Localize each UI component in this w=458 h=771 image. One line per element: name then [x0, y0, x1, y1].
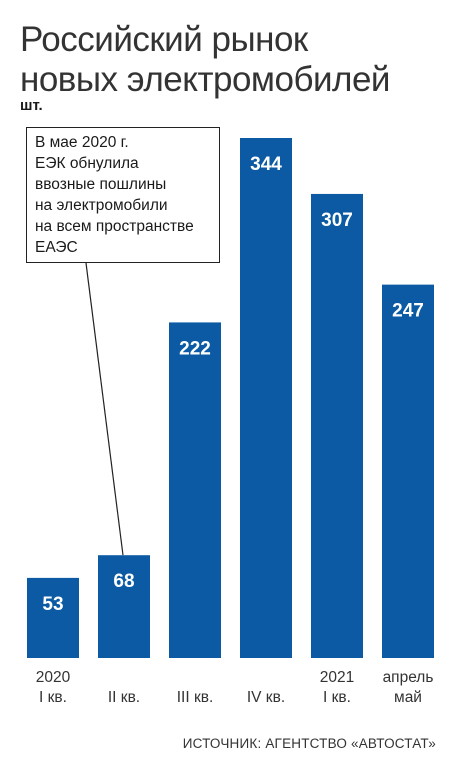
bar-value-label: 222: [179, 338, 211, 359]
annotation-line: ЕАЭС: [35, 239, 78, 256]
bar-value-label: 344: [250, 154, 282, 175]
bar-value-label: 53: [42, 594, 63, 615]
annotation-line: на всем пространстве: [35, 218, 194, 235]
annotation-leader-line: [85, 262, 124, 556]
category-label: IV кв.: [247, 689, 285, 706]
bar: [98, 555, 150, 658]
category-label: II кв.: [108, 689, 140, 706]
category-label: май: [394, 689, 422, 706]
bar: [169, 322, 221, 658]
annotation-box: В мае 2020 г. ЕЭК обнулила ввозные пошли…: [26, 127, 220, 263]
bar-value-label: 247: [392, 301, 424, 322]
bar: [382, 284, 434, 658]
annotation-line: ЕЭК обнулила: [35, 155, 139, 172]
chart-title-line2: новых электромобилей: [20, 60, 390, 99]
annotation-line: на электромобили: [35, 197, 168, 214]
category-label: апрель: [383, 669, 434, 686]
unit-label: шт.: [20, 97, 43, 114]
source-note: ИСТОЧНИК: АГЕНТСТВО «АВТОСТАТ»: [182, 736, 436, 751]
bar: [240, 138, 292, 658]
bar: [311, 193, 363, 658]
category-label: 2020: [36, 669, 71, 686]
bar-value-label: 307: [321, 210, 353, 231]
category-label: 2021: [320, 669, 354, 686]
chart-title: Российский рынок новых электромобилей: [20, 20, 440, 100]
annotation-line: В мае 2020 г.: [35, 134, 129, 151]
category-label: I кв.: [39, 689, 67, 706]
chart-title-line1: Российский рынок: [20, 20, 308, 59]
annotation-line: ввозные пошлины: [35, 176, 167, 193]
category-label: I кв.: [323, 689, 351, 706]
bar: [27, 577, 79, 658]
category-label: III кв.: [177, 689, 214, 706]
bar-value-label: 68: [113, 571, 134, 592]
